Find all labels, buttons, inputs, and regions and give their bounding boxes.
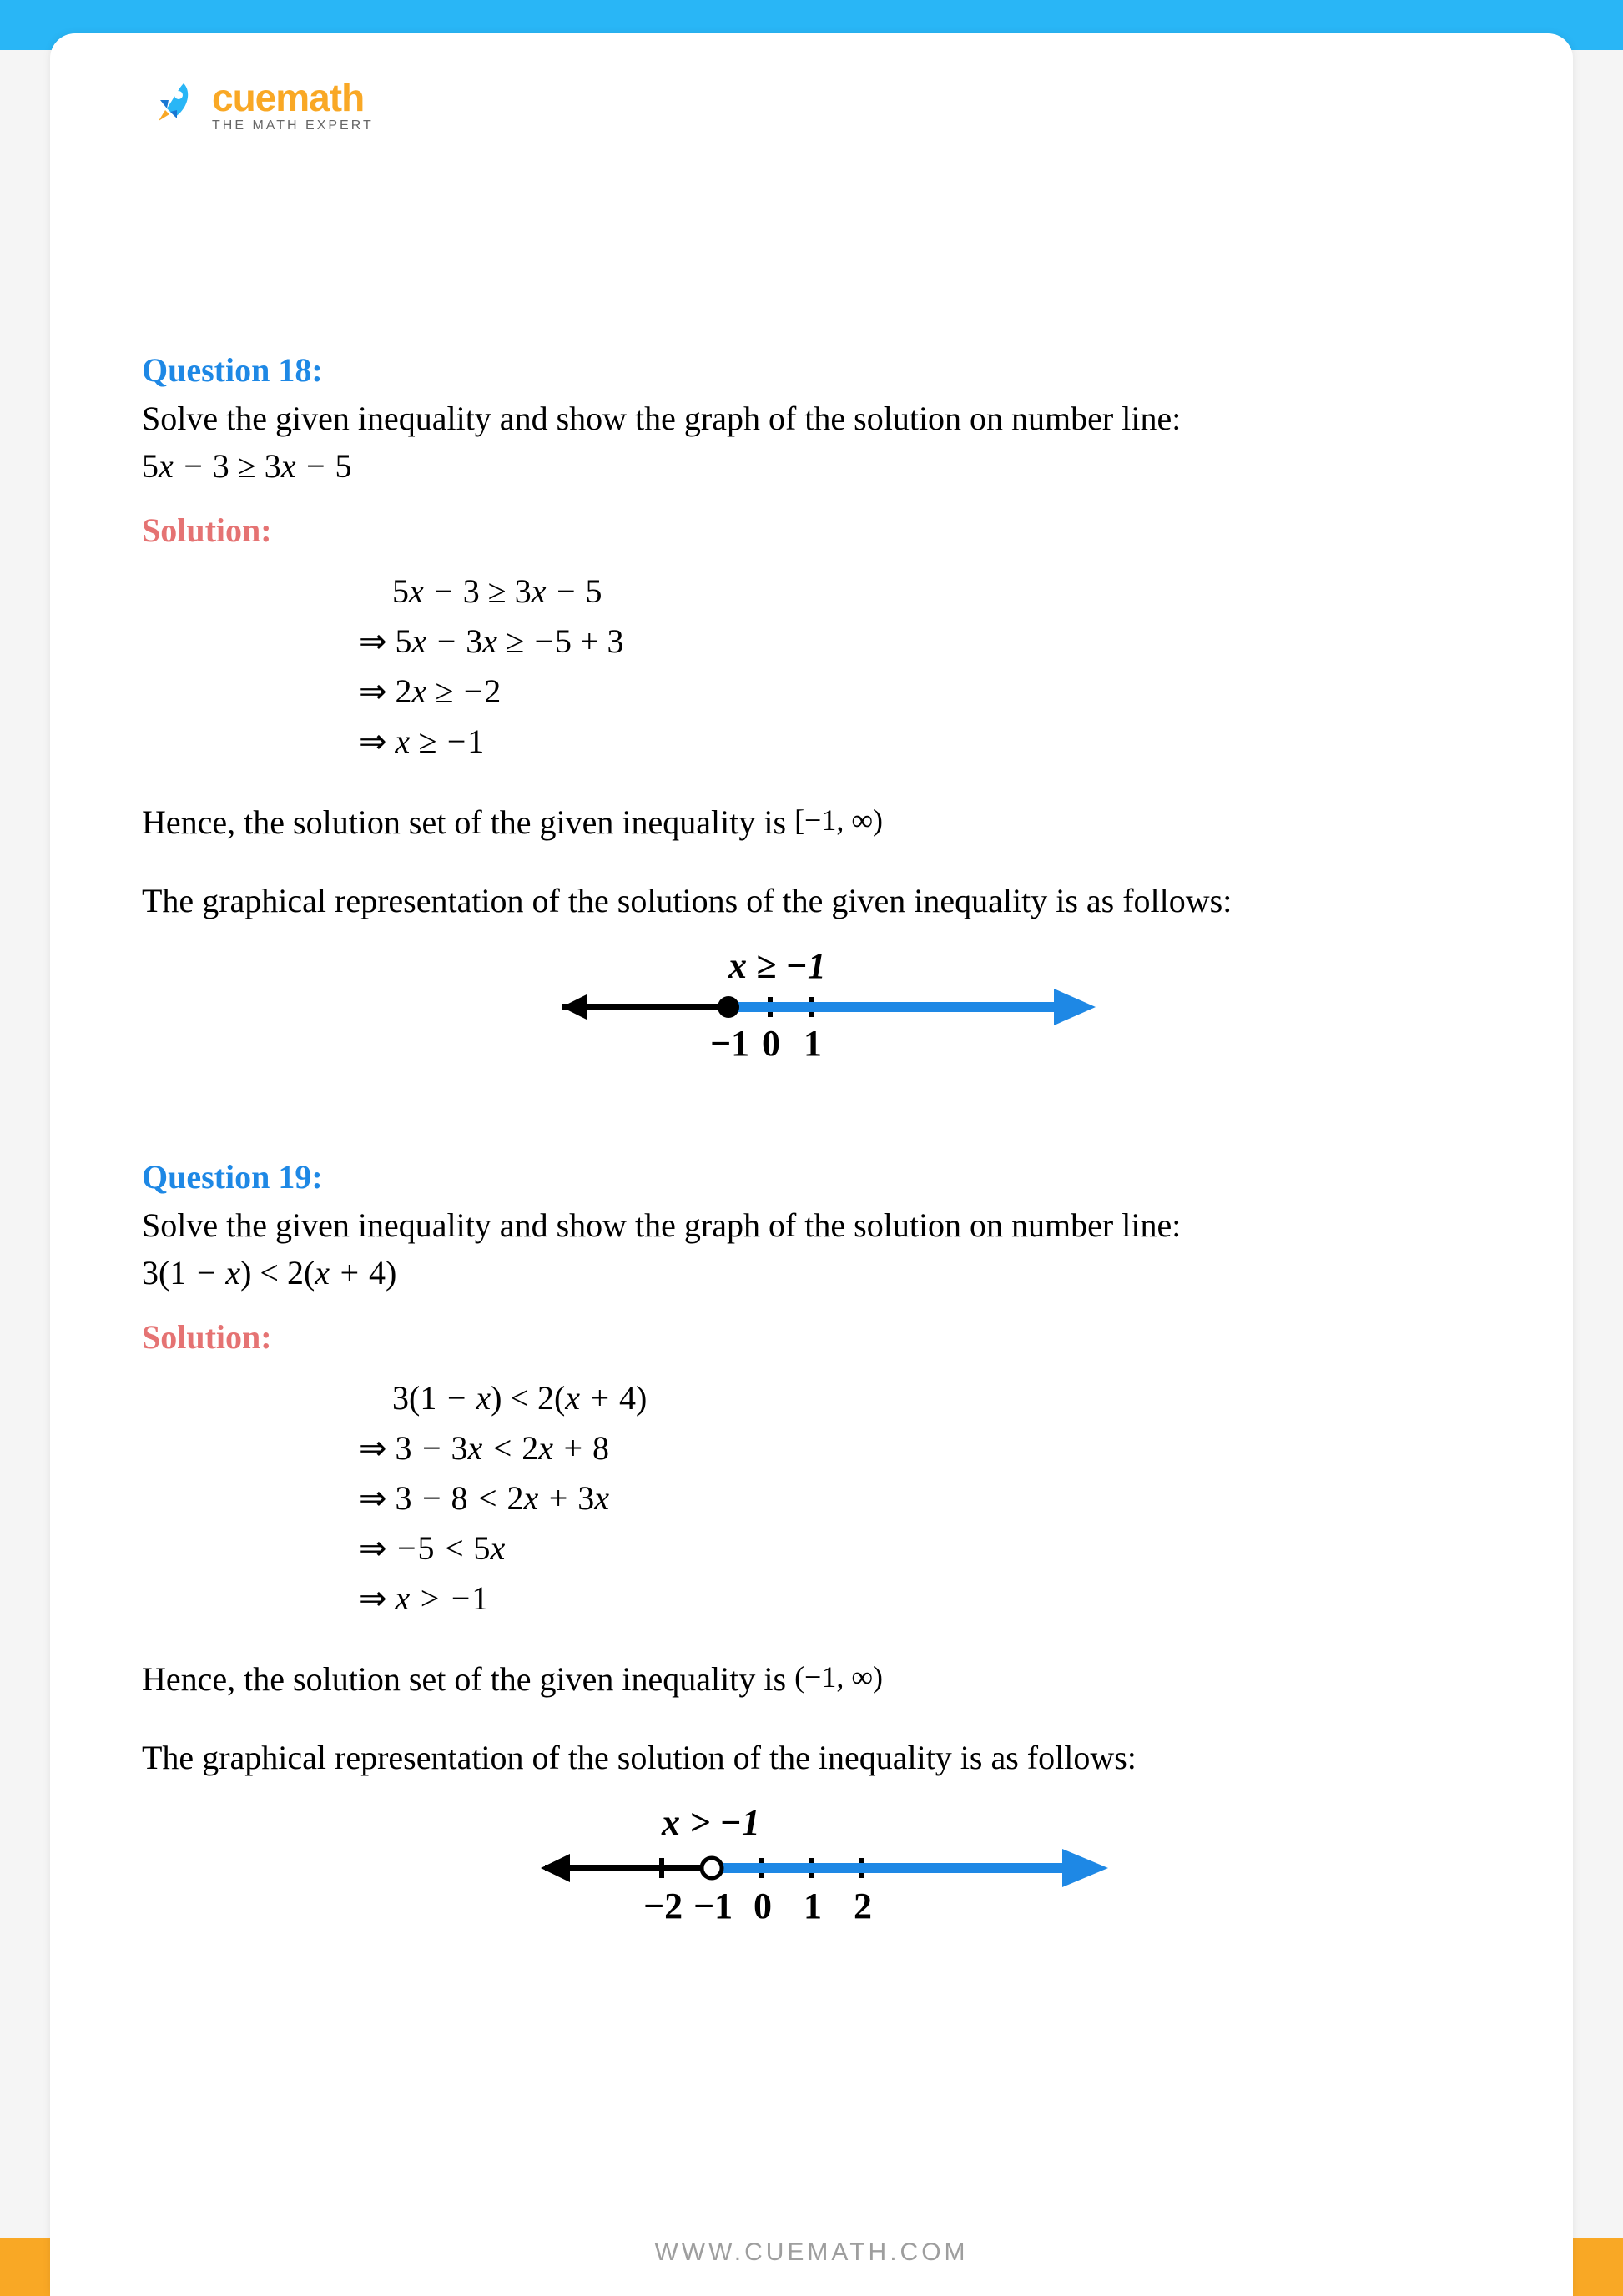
- q19-step-4: ⇒ −5 < 5x: [359, 1523, 1481, 1573]
- question-18-label: Question 18:: [142, 350, 1481, 390]
- q18-step-4: ⇒ x ≥ −1: [359, 717, 1481, 767]
- q19-steps: 3(1 − x) < 2(x + 4) ⇒ 3 − 3x < 2x + 8 ⇒ …: [359, 1373, 1481, 1624]
- q19-step-3: ⇒ 3 − 8 < 2x + 3x: [359, 1473, 1481, 1523]
- q19-graph-text: The graphical representation of the solu…: [142, 1735, 1481, 1780]
- q18-step-3: ⇒ 2x ≥ −2: [359, 667, 1481, 717]
- footer-url: WWW.CUEMATH.COM: [50, 2238, 1573, 2267]
- brand-name: cuemath: [212, 75, 374, 120]
- q19-interval: (−1, ∞): [794, 1660, 883, 1694]
- solution-18-label: Solution:: [142, 511, 1481, 550]
- question-18-prompt: Solve the given inequality and show the …: [142, 396, 1481, 441]
- brand-logo: cuemath THE MATH EXPERT: [142, 75, 1481, 133]
- q18-graph-text: The graphical representation of the solu…: [142, 879, 1481, 924]
- rocket-icon: [142, 75, 200, 133]
- question-19-inequality: 3(1 − x) < 2(x + 4): [142, 1253, 1481, 1292]
- question-19-label: Question 19:: [142, 1157, 1481, 1196]
- q18-tick-1: 1: [804, 1023, 822, 1064]
- q19-step-5: ⇒ x > −1: [359, 1573, 1481, 1624]
- q19-hence: Hence, the solution set of the given ine…: [142, 1657, 1481, 1702]
- q19-tick-neg1: −1: [693, 1886, 733, 1926]
- q18-tick-0: 0: [762, 1023, 780, 1064]
- q18-step-2: ⇒ 5x − 3x ≥ −5 + 3: [359, 617, 1481, 667]
- brand-tagline: THE MATH EXPERT: [212, 118, 374, 133]
- q19-number-line: x > −1 −2 −1 0 1 2: [142, 1805, 1481, 1939]
- q19-tick-2: 2: [854, 1886, 872, 1926]
- q19-nl-label: x > −1: [661, 1805, 760, 1843]
- q18-hence: Hence, the solution set of the given ine…: [142, 800, 1481, 845]
- question-19-prompt: Solve the given inequality and show the …: [142, 1203, 1481, 1248]
- q18-interval: [−1, ∞): [794, 803, 883, 837]
- q18-hence-prefix: Hence, the solution set of the given ine…: [142, 803, 794, 841]
- solution-19-label: Solution:: [142, 1317, 1481, 1357]
- q19-tick-1: 1: [804, 1886, 822, 1926]
- q18-number-line: x ≥ −1 −1 0 1: [142, 949, 1481, 1074]
- q19-tick-0: 0: [754, 1886, 772, 1926]
- q19-tick-neg2: −2: [643, 1886, 683, 1926]
- q19-hence-prefix: Hence, the solution set of the given ine…: [142, 1660, 794, 1698]
- q18-nl-label: x ≥ −1: [728, 949, 826, 986]
- question-18-inequality: 5x − 3 ≥ 3x − 5: [142, 446, 1481, 486]
- q19-step-1: 3(1 − x) < 2(x + 4): [392, 1373, 1481, 1423]
- q19-step-2: ⇒ 3 − 3x < 2x + 8: [359, 1423, 1481, 1473]
- q18-step-1: 5x − 3 ≥ 3x − 5: [392, 566, 1481, 617]
- q18-tick-neg1: −1: [710, 1023, 749, 1064]
- q18-steps: 5x − 3 ≥ 3x − 5 ⇒ 5x − 3x ≥ −5 + 3 ⇒ 2x …: [359, 566, 1481, 767]
- page-card: cuemath THE MATH EXPERT Question 18: Sol…: [50, 33, 1573, 2296]
